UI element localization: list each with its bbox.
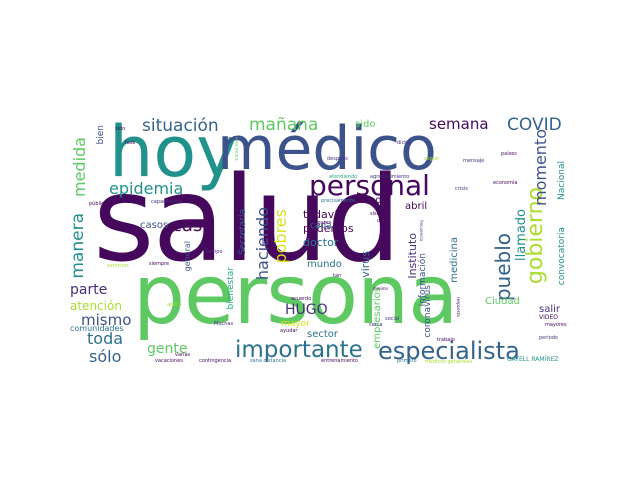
word-epidemia: epidemia [109, 179, 184, 198]
word-mayor: mayor [281, 319, 310, 329]
word-toda: toda [87, 329, 124, 348]
word-contingencia: contingencia [199, 358, 232, 364]
word-seguir: seguir [424, 156, 440, 162]
word-persona: persona [133, 248, 458, 343]
word-muchas: Muchas [214, 321, 234, 327]
word-todavia: todavía [303, 208, 345, 221]
word-capacitacion: capacitación [151, 199, 183, 205]
word-dicho: dicho [397, 140, 411, 146]
word-cloud: salud persona hoy médico personal especi… [67, 117, 577, 367]
word-mensaje: mensaje [463, 158, 485, 164]
word-convocatoria: convocatoria [557, 227, 567, 286]
word-sana-distancia: sana distancia [250, 358, 287, 364]
word-economia: economía [493, 180, 518, 186]
word-primero: primero [397, 358, 417, 364]
word-bienestar: bienestar [226, 267, 236, 310]
word-general: general [183, 241, 192, 272]
word-secretario: secretario [109, 256, 134, 262]
word-ciudad: Ciudad [485, 296, 520, 307]
word-comunidades: comunidades [70, 324, 124, 333]
word-tan: tan [333, 273, 342, 279]
word-haciendo: haciendo [253, 207, 272, 281]
word-manera: manera [68, 213, 88, 279]
word-precisamente: precisamente [321, 198, 356, 204]
word-manana: mañana [249, 117, 319, 135]
word-llamado: llamado [514, 209, 529, 262]
word-acuerdo: acuerdo [291, 296, 312, 302]
word-paises: países [501, 151, 517, 157]
word-medicina: medicina [449, 237, 460, 283]
word-respuesta: respuesta [456, 297, 461, 317]
word-pobres: pobres [271, 209, 290, 264]
word-podemos: podemos [303, 222, 354, 235]
word-importante: importante [235, 337, 363, 363]
word-servicios: servicios [107, 263, 129, 269]
word-solo: sólo [89, 347, 122, 366]
word-transmision: transmisión [234, 137, 239, 161]
word-virus: virus [359, 251, 372, 278]
word-secretaria: Secretaría [238, 209, 248, 255]
word-ayudar: ayudar [280, 328, 298, 334]
word-momento: momento [531, 129, 550, 207]
word-parte: parte [70, 282, 108, 298]
word-periodo: periodo [539, 335, 558, 341]
word-covid: COVID [507, 117, 562, 135]
word-bien: bien [96, 125, 106, 145]
word-social: social [385, 316, 400, 322]
word-gente: gente [147, 341, 188, 357]
word-personal: personal [309, 169, 430, 202]
word-mayores: mayores [545, 322, 567, 328]
word-instituto: Instituto [406, 233, 419, 279]
word-ahora: ahora [167, 302, 182, 308]
word-semana: semana [429, 117, 489, 133]
word-salir: salir [539, 304, 561, 315]
word-cada: cada [310, 221, 332, 231]
word-mismo: mismo [81, 311, 132, 329]
word-dar: dar [377, 218, 386, 224]
word-despues: después [327, 156, 348, 162]
word-cerca: cerca [369, 322, 383, 328]
word-sido: sido [355, 119, 376, 130]
word-casa: casa [172, 215, 214, 236]
word-varias: varias [175, 352, 191, 358]
word-crisis: crisis [455, 186, 468, 192]
word-video: VIDEO [539, 314, 559, 321]
word-atendiendo: atendiendo [329, 174, 358, 180]
word-medico: médico [217, 117, 437, 184]
word-trabajo: trabajo [437, 337, 455, 343]
word-entrenamiento: entrenamiento [321, 358, 358, 364]
word-siempre: siempre [149, 261, 170, 267]
word-fase: fase [125, 140, 136, 146]
word-abril: abril [405, 201, 428, 212]
word-medida: medida [70, 137, 89, 197]
word-publico: público [89, 201, 108, 207]
word-hugo: HUGO [285, 302, 328, 318]
word-sector: sector [307, 329, 339, 340]
word-frecuencia: frecuencia [419, 220, 424, 241]
word-hoy: hoy [109, 117, 238, 193]
word-casos: casos [140, 220, 169, 231]
word-pueblo: pueblo [491, 233, 515, 302]
word-lugares: lugares [313, 220, 332, 226]
word-minimo: mínimo [373, 286, 388, 291]
word-sistema: sistema [370, 211, 390, 217]
word-empresarios: empresarios [372, 287, 383, 349]
word-atencion: atención [70, 299, 122, 313]
word-vacaciones: vacaciones [155, 358, 183, 364]
word-situacion: situación [142, 117, 219, 136]
word-especialista: especialista [378, 337, 520, 365]
word-doctor: doctor [303, 236, 339, 249]
word-mundo: mundo [307, 259, 342, 270]
word-tiempo: tiempo [205, 249, 223, 255]
word-menos: menos [353, 195, 387, 206]
word-gatell-ramirez: GATELL RAMÍREZ [507, 356, 559, 363]
word-coronavirus: coronavirus [423, 285, 433, 338]
word-agradecimiento: agradecimiento [370, 174, 410, 180]
word-salud: salud [93, 150, 401, 288]
word-nacional: Nacional [557, 161, 567, 200]
word-sido-small: sido [115, 126, 126, 132]
word-medicos-generales: médicos generales [425, 359, 473, 365]
